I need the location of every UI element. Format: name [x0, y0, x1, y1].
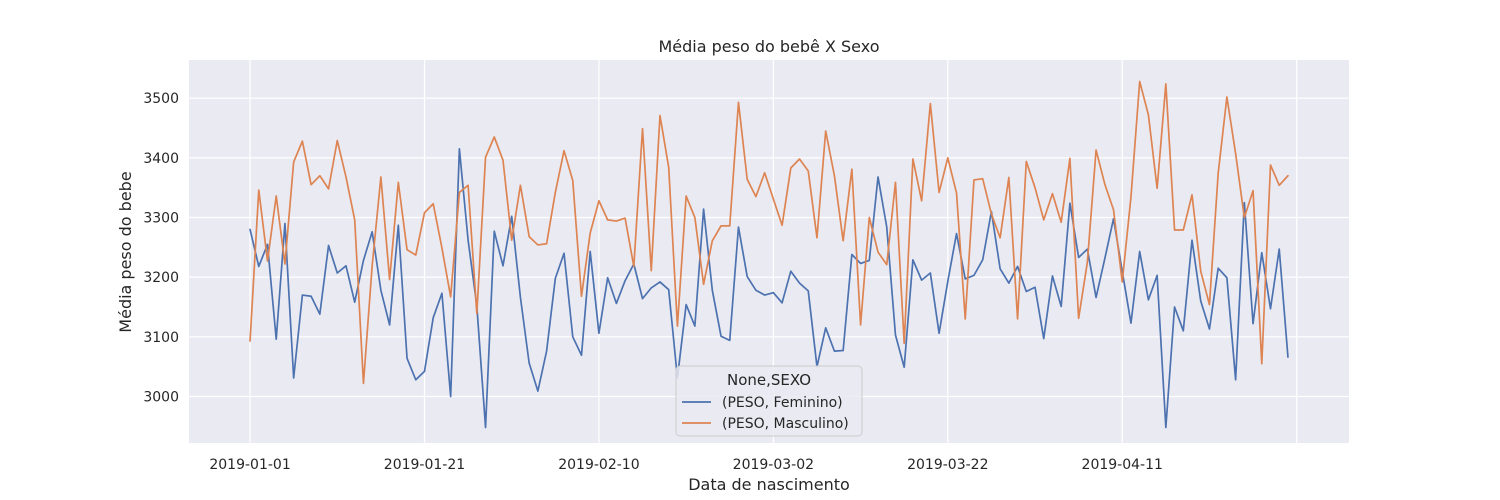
series-line-masculino: [249, 80, 1289, 385]
y-tick-label: 3100: [143, 330, 179, 346]
x-tick-label: 2019-01-21: [384, 457, 465, 473]
y-tick-label: 3500: [143, 91, 179, 107]
series-lines: [249, 80, 1289, 429]
legend: None,SEXO (PESO, Feminino) (PESO, Mascul…: [675, 365, 863, 437]
x-axis-label: Data de nascimento: [688, 475, 850, 494]
legend-title: None,SEXO: [727, 371, 811, 389]
chart-title: Média peso do bebê X Sexo: [659, 37, 880, 56]
y-tick-label: 3000: [143, 389, 179, 405]
tick-labels: 3000 3100 3200 3300 3400 3500 2019-01-01 2019-0…: [143, 91, 1163, 473]
x-tick-label: 2019-02-10: [558, 457, 639, 473]
y-tick-label: 3400: [143, 151, 179, 167]
x-tick-label: 2019-04-11: [1082, 457, 1163, 473]
y-tick-label: 3200: [143, 270, 179, 286]
y-axis-label: Média peso do bebe: [116, 171, 135, 332]
legend-label-masculino: (PESO, Masculino): [722, 416, 849, 432]
legend-box: [675, 365, 863, 437]
y-tick-label: 3300: [143, 210, 179, 226]
x-tick-label: 2019-03-22: [907, 457, 988, 473]
legend-label-feminino: (PESO, Feminino): [722, 395, 843, 411]
x-tick-label: 2019-01-01: [209, 457, 290, 473]
grid-lines: [189, 60, 1349, 443]
x-tick-label: 2019-03-02: [733, 457, 814, 473]
